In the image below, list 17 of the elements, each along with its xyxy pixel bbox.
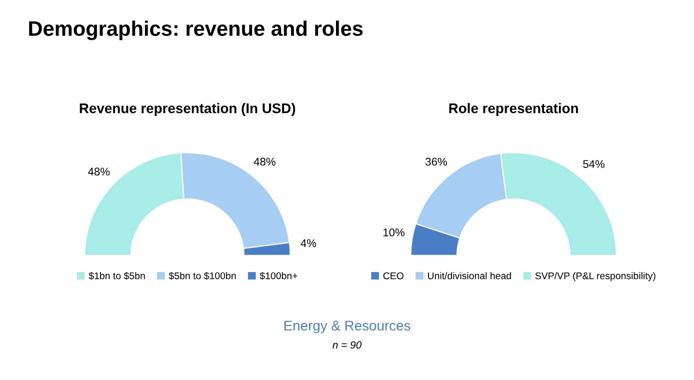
- text: Demographics: revenue and roles: [29, 20, 363, 40]
- legend-label: $1bn to $5bn: [88, 272, 145, 280]
- data-label: 54%: [583, 160, 605, 168]
- data-label: 48%: [254, 158, 276, 166]
- data-label: 10%: [383, 228, 404, 236]
- data-label: 4%: [300, 239, 316, 248]
- data-label: 36%: [426, 158, 447, 166]
- legend-label: $100bn+: [260, 272, 298, 280]
- legend-label: $5bn to $100bn: [168, 272, 236, 280]
- data-label: 48%: [88, 168, 110, 176]
- chart-title: Revenue representation (In USD): [80, 103, 296, 116]
- legend-label: CEO: [383, 272, 404, 280]
- legend-label: SVP/VP (P&L responsibility): [535, 272, 656, 282]
- chart-title: Role representation: [449, 103, 578, 116]
- text: Energy & Resources: [284, 320, 410, 334]
- legend-label: Unit/divisional head: [428, 272, 511, 280]
- text: n = 90: [332, 341, 362, 349]
